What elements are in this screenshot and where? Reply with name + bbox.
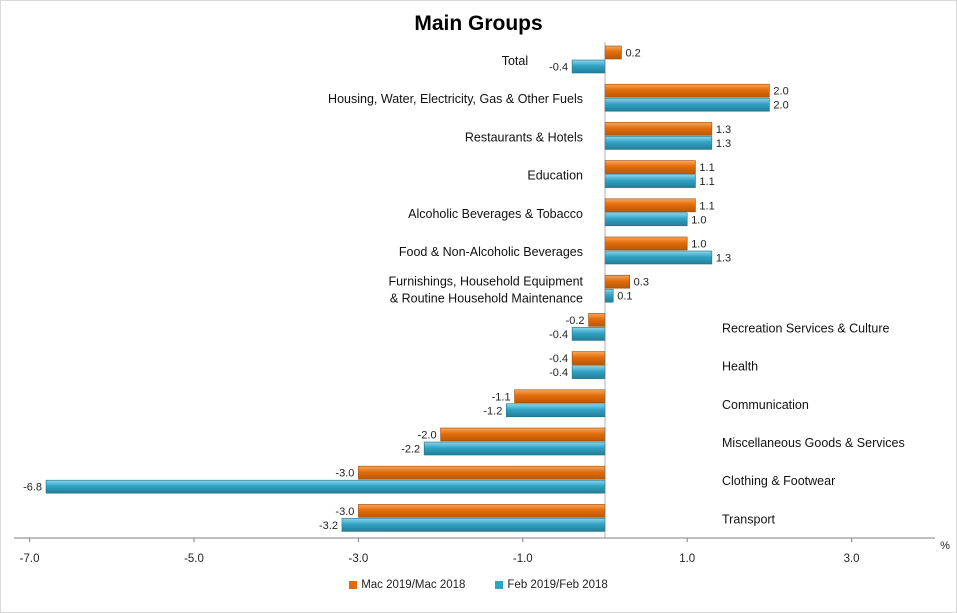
bar-series1-cat12 [341,518,606,532]
bar-series1-cat10 [423,441,606,456]
category-label-3-0: Education [527,169,583,183]
category-label-8-0: Health [722,360,758,374]
x-tick-label-4: 1.0 [679,553,695,565]
x-tick-label-3: -1.0 [513,553,533,565]
value-label-series1-cat4: 1.0 [691,214,706,226]
category-label-11-0: Clothing & Footwear [722,474,835,488]
bar-series0-cat3 [604,160,696,174]
bar-series1-cat2 [604,136,713,150]
x-axis-unit-label: % [940,540,950,552]
value-label-series0-cat0: 0.2 [625,48,640,60]
bar-series0-cat6 [604,274,630,289]
bar-series0-cat8 [571,351,606,365]
value-label-series1-cat8: -0.4 [549,367,568,379]
bar-series1-cat3 [604,174,696,188]
value-label-series0-cat6: 0.3 [634,277,649,289]
chart-title: Main Groups [414,12,543,35]
legend: Mac 2019/Mac 2018 Feb 2019/Feb 2018 [0,579,957,591]
category-label-10-0: Miscellaneous Goods & Services [722,436,905,450]
value-label-series0-cat8: -0.4 [549,353,568,365]
category-label-2-0: Restaurants & Hotels [465,130,583,144]
category-label-5-0: Food & Non-Alcoholic Beverages [399,245,583,259]
bar-series1-cat5 [604,250,713,265]
bar-series1-cat1 [604,97,770,112]
value-label-series0-cat9: -1.1 [492,391,511,403]
bar-series0-cat9 [514,389,606,404]
x-tick-label-0: -7.0 [20,553,40,565]
value-label-series0-cat11: -3.0 [335,468,354,480]
category-label-6-0: Furnishings, Household Equipment [388,275,583,289]
category-label-0-0: Total [502,54,528,68]
value-label-series0-cat12: -3.0 [335,506,354,518]
value-label-series0-cat2: 1.3 [716,124,731,136]
bar-series1-cat6 [604,288,614,303]
legend-swatch-feb [495,581,504,589]
bar-series0-cat11 [358,465,606,480]
value-label-series1-cat1: 2.0 [773,100,788,112]
bar-series0-cat10 [440,427,606,442]
bar-series0-cat7 [588,313,606,327]
x-tick-label-5: 3.0 [844,553,860,565]
bar-series1-cat0 [571,59,606,74]
value-label-series1-cat11: -6.8 [23,482,42,494]
bar-series0-cat1 [604,83,770,98]
category-label-4-0: Alcoholic Beverages & Tobacco [408,207,583,221]
x-tick-label-1: -5.0 [184,553,204,565]
bar-series1-cat11 [45,479,606,494]
value-label-series1-cat12: -3.2 [319,520,338,532]
bar-series1-cat7 [571,327,606,341]
value-label-series1-cat3: 1.1 [699,176,714,188]
value-label-series1-cat7: -0.4 [549,329,568,341]
value-label-series0-cat3: 1.1 [699,162,714,174]
x-tick-label-2: -3.0 [348,553,368,565]
legend-label-feb: Feb 2019/Feb 2018 [507,579,608,591]
legend-label-mac: Mac 2019/Mac 2018 [361,579,466,591]
value-label-series1-cat9: -1.2 [483,405,502,417]
value-label-series1-cat2: 1.3 [716,138,731,150]
value-label-series1-cat10: -2.2 [401,444,420,456]
bar-series0-cat0 [604,45,622,60]
bar-series1-cat4 [604,212,688,227]
category-label-9-0: Communication [722,398,809,412]
value-label-series1-cat5: 1.3 [716,253,731,265]
bar-series0-cat2 [604,122,713,136]
bar-series0-cat12 [358,504,606,518]
value-label-series0-cat7: -0.2 [566,315,585,327]
category-label-1-0: Housing, Water, Electricity, Gas & Other… [328,92,583,106]
value-label-series0-cat5: 1.0 [691,239,706,251]
value-label-series0-cat4: 1.1 [699,200,714,212]
category-label-12-0: Transport [722,512,776,526]
bar-series1-cat8 [571,365,606,379]
value-label-series1-cat0: -0.4 [549,62,568,74]
legend-swatch-mac [349,581,358,589]
value-label-series1-cat6: 0.1 [617,291,632,303]
bar-series1-cat9 [506,403,606,418]
category-label-6-1: & Routine Household Maintenance [390,292,583,306]
value-label-series0-cat10: -2.0 [418,430,437,442]
legend-item-mac: Mac 2019/Mac 2018 [349,579,465,591]
value-label-series0-cat1: 2.0 [773,86,788,98]
bar-series0-cat5 [604,236,688,251]
legend-item-feb: Feb 2019/Feb 2018 [495,579,608,591]
bar-series0-cat4 [604,198,696,213]
category-label-7-0: Recreation Services & Culture [722,321,889,335]
